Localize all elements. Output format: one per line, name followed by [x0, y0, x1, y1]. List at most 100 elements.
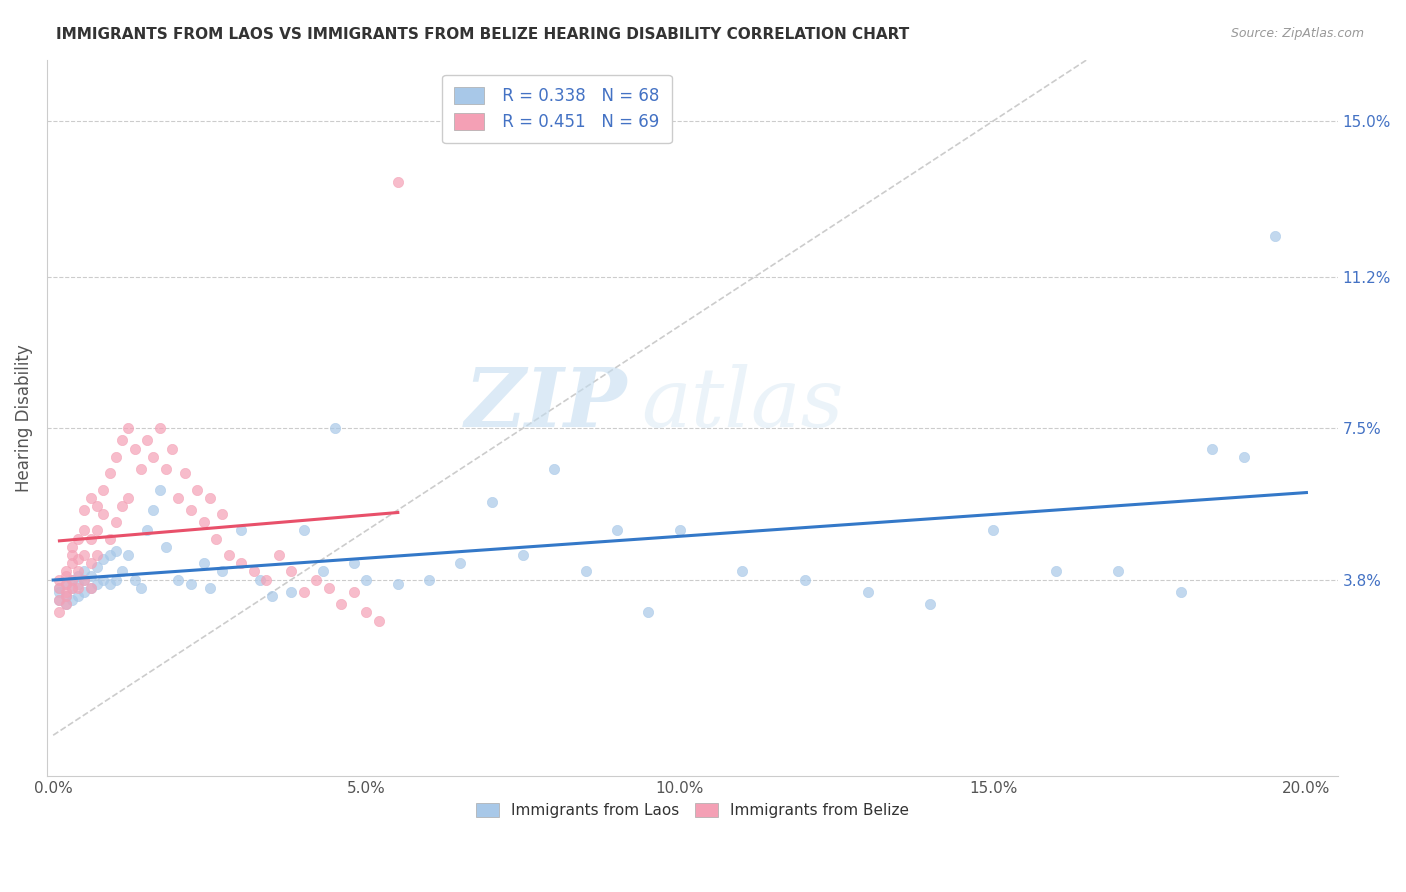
Point: [48, 581, 70, 595]
Point: [1264, 228, 1286, 243]
Point: [981, 524, 1004, 538]
Point: [1201, 442, 1223, 456]
Point: [481, 495, 503, 509]
Point: [142, 503, 165, 517]
Point: [73, 573, 96, 587]
Point: [292, 585, 315, 599]
Point: [67, 565, 90, 579]
Point: [48, 606, 70, 620]
Point: [55, 565, 77, 579]
Point: [55, 589, 77, 603]
Point: [575, 565, 598, 579]
Point: [98, 466, 121, 480]
Point: [60, 556, 83, 570]
Point: [249, 573, 271, 587]
Point: [55, 597, 77, 611]
Point: [48, 581, 70, 595]
Point: [80, 568, 103, 582]
Point: [343, 585, 366, 599]
Point: [668, 524, 690, 538]
Point: [73, 573, 96, 587]
Point: [60, 573, 83, 587]
Point: [91, 483, 114, 497]
Point: [149, 483, 172, 497]
Point: [67, 581, 90, 595]
Point: [450, 556, 472, 570]
Point: [387, 576, 409, 591]
Point: [60, 540, 83, 554]
Point: [198, 581, 221, 595]
Legend: Immigrants from Laos, Immigrants from Belize: Immigrants from Laos, Immigrants from Be…: [468, 796, 917, 826]
Point: [104, 450, 127, 464]
Point: [67, 576, 90, 591]
Point: [55, 568, 77, 582]
Point: [73, 503, 96, 517]
Point: [55, 576, 77, 591]
Point: [67, 552, 90, 566]
Point: [73, 548, 96, 562]
Point: [1233, 450, 1256, 464]
Point: [323, 421, 346, 435]
Point: [55, 589, 77, 603]
Point: [60, 573, 83, 587]
Point: [60, 593, 83, 607]
Point: [343, 556, 366, 570]
Point: [73, 524, 96, 538]
Point: [211, 565, 233, 579]
Point: [731, 565, 754, 579]
Point: [129, 462, 152, 476]
Text: atlas: atlas: [641, 364, 844, 443]
Point: [318, 581, 340, 595]
Point: [60, 581, 83, 595]
Point: [193, 516, 215, 530]
Point: [91, 573, 114, 587]
Point: [80, 556, 103, 570]
Point: [80, 532, 103, 546]
Point: [368, 614, 391, 628]
Point: [48, 585, 70, 599]
Point: [180, 503, 202, 517]
Point: [606, 524, 628, 538]
Point: [1045, 565, 1067, 579]
Point: [356, 573, 378, 587]
Point: [254, 573, 277, 587]
Point: [86, 548, 108, 562]
Point: [60, 548, 83, 562]
Point: [73, 585, 96, 599]
Point: [142, 450, 165, 464]
Point: [512, 548, 534, 562]
Point: [186, 483, 208, 497]
Point: [267, 548, 290, 562]
Point: [111, 434, 134, 448]
Point: [387, 176, 409, 190]
Point: [117, 491, 139, 505]
Point: [262, 589, 284, 603]
Point: [111, 565, 134, 579]
Point: [149, 421, 172, 435]
Point: [280, 585, 302, 599]
Point: [67, 532, 90, 546]
Point: [124, 442, 146, 456]
Point: [86, 524, 108, 538]
Point: [231, 524, 253, 538]
Point: [55, 585, 77, 599]
Point: [136, 524, 159, 538]
Point: [117, 421, 139, 435]
Point: [98, 548, 121, 562]
Point: [311, 565, 333, 579]
Point: [86, 560, 108, 574]
Point: [155, 540, 177, 554]
Point: [211, 507, 233, 521]
Point: [136, 434, 159, 448]
Point: [205, 532, 228, 546]
Point: [180, 576, 202, 591]
Point: [794, 573, 817, 587]
Point: [292, 524, 315, 538]
Point: [67, 589, 90, 603]
Point: [86, 576, 108, 591]
Point: [242, 565, 264, 579]
Point: [98, 576, 121, 591]
Point: [193, 556, 215, 570]
Point: [218, 548, 240, 562]
Point: [67, 568, 90, 582]
